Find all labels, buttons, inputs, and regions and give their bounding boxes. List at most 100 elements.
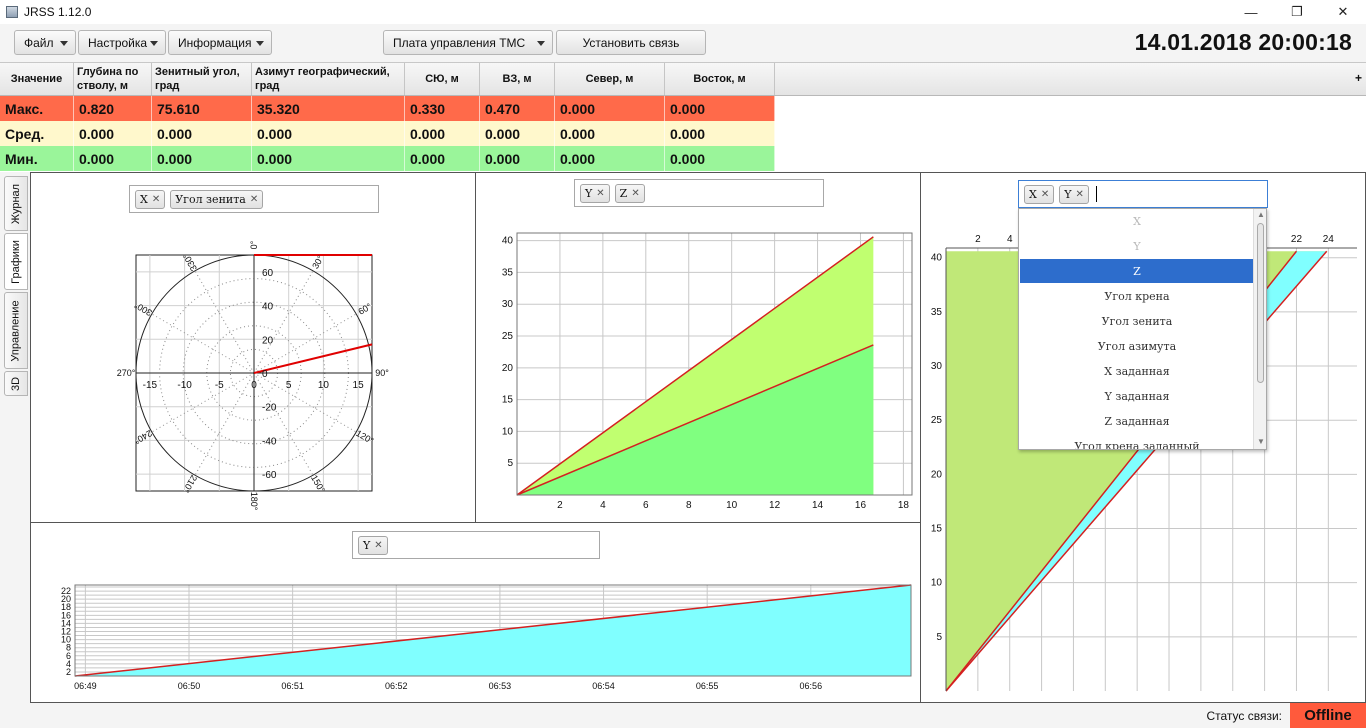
remove-icon[interactable]: ✕ <box>374 539 383 551</box>
app-icon <box>6 6 18 18</box>
scroll-up-icon[interactable]: ▲ <box>1257 210 1265 219</box>
x-tick-label: 6 <box>643 500 649 511</box>
column-header[interactable]: СЮ, м <box>405 63 480 95</box>
dropdown-item[interactable]: Угол крена <box>1104 289 1170 303</box>
scroll-down-icon[interactable]: ▼ <box>1257 437 1265 446</box>
y-tick-label: 20 <box>502 363 514 374</box>
x-tick-label: 10 <box>726 500 738 511</box>
series-chip[interactable]: Y ✕ <box>1059 184 1089 204</box>
maximize-button[interactable]: ❐ <box>1291 4 1303 19</box>
series-chip[interactable]: Z ✕ <box>614 183 645 203</box>
table-cell: 0.000 <box>480 146 555 171</box>
series-selector[interactable]: X ✕ Y ✕ <box>1018 180 1268 208</box>
remove-icon[interactable]: ✕ <box>631 187 640 199</box>
remove-icon[interactable]: ✕ <box>151 193 161 205</box>
chip-label: X <box>1029 187 1037 201</box>
x-tick-label: 16 <box>855 500 867 511</box>
table-cell: 0.000 <box>665 96 775 121</box>
series-chip[interactable]: Y ✕ <box>580 183 610 203</box>
y-tick-label: 60 <box>262 268 274 279</box>
tab-graphs[interactable]: Графики <box>4 233 28 290</box>
tms-board-select[interactable]: Плата управления ТМС <box>383 30 553 55</box>
series-selector[interactable]: Y ✕ Z ✕ <box>574 179 824 207</box>
settings-menu-label: Настройка <box>88 35 148 50</box>
chip-label: Z <box>619 186 628 200</box>
remove-icon[interactable]: ✕ <box>596 187 605 199</box>
close-button[interactable]: ✕ <box>1337 4 1349 19</box>
table-cell: 0.000 <box>555 121 665 146</box>
column-header[interactable]: Восток, м <box>665 63 775 95</box>
remove-icon[interactable]: ✕ <box>1075 188 1084 200</box>
series-chip[interactable]: Y ✕ <box>358 535 388 555</box>
tab-journal[interactable]: Журнал <box>4 176 28 231</box>
series-chip[interactable]: X ✕ <box>1024 184 1055 204</box>
column-header[interactable]: Север, м <box>555 63 665 95</box>
series-chip[interactable]: Угол зенита ✕ <box>170 189 264 209</box>
scroll-thumb[interactable] <box>1257 223 1264 383</box>
dropdown-scrollbar[interactable]: ▲ ▼ <box>1253 209 1266 449</box>
y-tick-label: 10 <box>502 426 514 437</box>
series-chip[interactable]: X ✕ <box>135 189 166 209</box>
table-cell: 0.000 <box>74 146 152 171</box>
tms-board-label: Плата управления ТМС <box>393 35 526 50</box>
dropdown-item[interactable]: Y заданная <box>1104 389 1170 403</box>
x-tick-label: 24 <box>1323 234 1335 245</box>
series-selector[interactable]: Y ✕ <box>352 531 600 559</box>
remove-icon[interactable]: ✕ <box>249 193 259 205</box>
plot-frame <box>74 584 912 677</box>
dropdown-item[interactable]: Z <box>1020 259 1254 283</box>
table-row[interactable]: Макс. 0.820 75.610 35.320 0.330 0.470 0.… <box>0 96 775 121</box>
file-menu-button[interactable]: Файл <box>14 30 76 55</box>
settings-menu-button[interactable]: Настройка <box>78 30 166 55</box>
table-header: Значение Глубина по стволу, м Зенитный у… <box>0 63 1366 96</box>
status-badge: Offline <box>1290 703 1366 728</box>
table-cell: 0.330 <box>405 96 480 121</box>
table-cell: 0.000 <box>252 121 405 146</box>
y-tick-label: 14 <box>61 618 71 628</box>
series-dropdown[interactable]: X Y Z Угол крена Угол зенита Угол азимут… <box>1018 208 1267 450</box>
yz-chart[interactable]: 2 4 6 8 10 12 14 16 18 5 10 15 20 25 30 35 40 <box>476 173 920 522</box>
tab-graphs-label: Графики <box>10 239 23 284</box>
x-tick-label: 0 <box>251 380 257 391</box>
tab-3d[interactable]: 3D <box>4 371 28 396</box>
dropdown-item[interactable]: X заданная <box>1104 364 1170 378</box>
x-tick-label: 15 <box>353 380 365 391</box>
polar-chart-panel: X ✕ Угол зенита ✕ -15 -10 -5 0 5 10 15 60 40 20 0 -20… <box>30 172 476 523</box>
column-header[interactable]: Глубина по стволу, м <box>74 63 152 95</box>
column-header[interactable]: Зенитный угол, град <box>152 63 252 95</box>
minimize-button[interactable]: — <box>1244 4 1258 20</box>
y-tick-label: 4 <box>66 659 71 669</box>
remove-icon[interactable]: ✕ <box>1040 188 1050 200</box>
table-cell: 0.000 <box>152 121 252 146</box>
tab-control[interactable]: Управление <box>4 292 28 369</box>
column-header[interactable]: Азимут географический, град <box>252 63 405 95</box>
x-tick-label: 8 <box>686 500 692 511</box>
column-header[interactable]: Значение <box>0 63 74 95</box>
chevron-down-icon <box>256 41 264 46</box>
file-menu-label: Файл <box>24 35 54 50</box>
dropdown-item[interactable]: Угол азимута <box>1097 339 1177 353</box>
y-tick-label: 6 <box>66 651 71 661</box>
table-row[interactable]: Сред. 0.000 0.000 0.000 0.000 0.000 0.00… <box>0 121 775 146</box>
series-line <box>74 584 912 677</box>
table-cell: 0.470 <box>480 96 555 121</box>
connect-button[interactable]: Установить связь <box>556 30 706 55</box>
dropdown-item[interactable]: Z заданная <box>1104 414 1170 428</box>
dropdown-item[interactable]: Угол крена заданный <box>1074 439 1200 450</box>
tab-3d-label: 3D <box>10 376 22 391</box>
x-tick-label: 2 <box>975 234 981 245</box>
chip-label: Угол зенита <box>175 192 246 206</box>
dropdown-item[interactable]: Угол зенита <box>1101 314 1173 328</box>
column-header[interactable]: ВЗ, м <box>480 63 555 95</box>
series-selector[interactable]: X ✕ Угол зенита ✕ <box>129 185 379 213</box>
y-tick-label: 5 <box>936 632 942 643</box>
info-menu-label: Информация <box>178 35 252 50</box>
time-chart[interactable]: 06:49 06:50 06:51 06:52 06:53 06:54 06:55 06:56… <box>31 523 920 702</box>
add-column-button[interactable]: + <box>1354 71 1362 85</box>
y-tick-label: 40 <box>262 302 274 313</box>
info-menu-button[interactable]: Информация <box>168 30 272 55</box>
y-tick-label: 15 <box>502 395 514 406</box>
table-row[interactable]: Мин. 0.000 0.000 0.000 0.000 0.000 0.000… <box>0 146 775 171</box>
polar-chart[interactable]: -15 -10 -5 0 5 10 156040200-20-40-600°30°60°90… <box>31 173 475 522</box>
dropdown-item: X <box>1133 214 1141 228</box>
